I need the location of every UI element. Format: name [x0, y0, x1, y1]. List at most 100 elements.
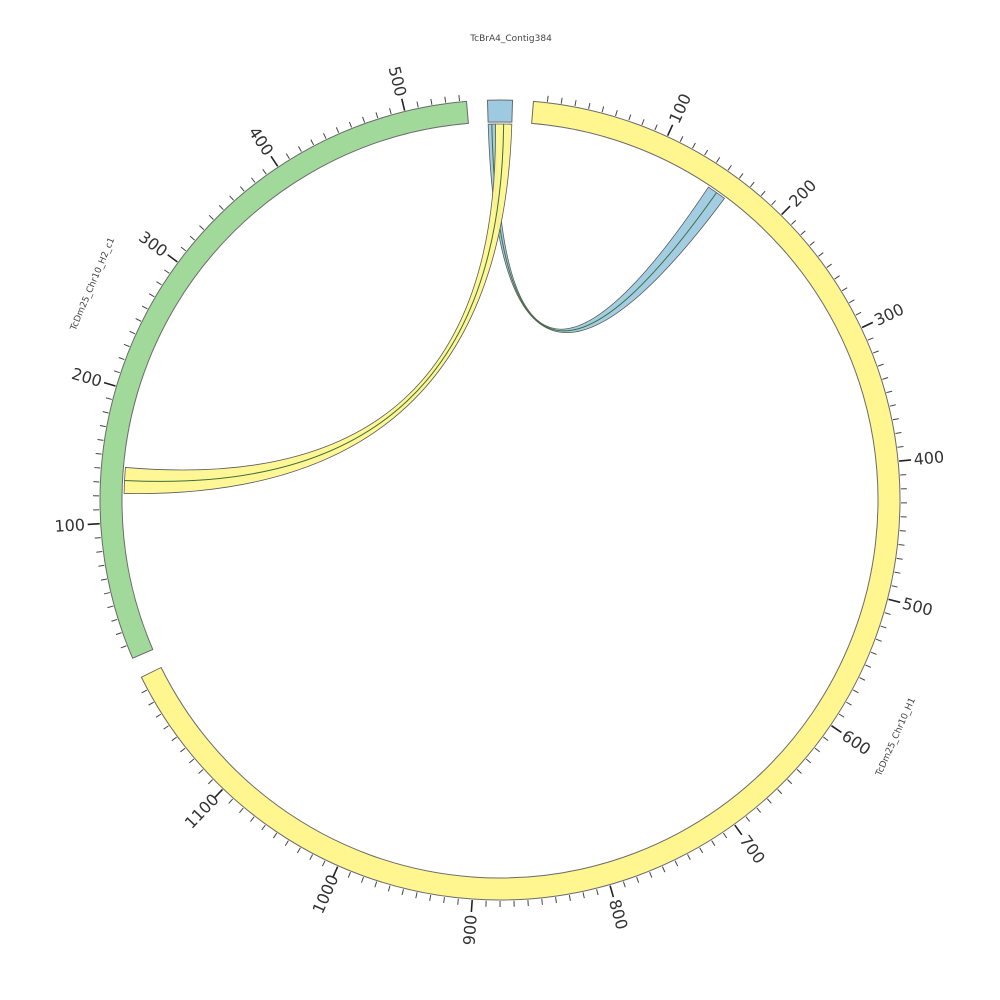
- tick-minor: [738, 173, 744, 179]
- tick-minor: [94, 537, 101, 539]
- tick-major: [666, 124, 674, 137]
- tick-minor: [674, 860, 679, 867]
- tick-minor: [692, 142, 696, 149]
- tick-label: 200: [785, 176, 820, 211]
- tick-minor: [800, 230, 806, 236]
- tick-minor: [323, 133, 327, 139]
- tick-label: 800: [605, 897, 632, 932]
- tick-minor: [796, 769, 802, 774]
- tick-minor: [180, 747, 186, 753]
- tick-minor: [838, 713, 845, 718]
- tick-minor: [687, 854, 691, 860]
- tick-label: 500: [385, 64, 411, 98]
- tick-label: 900: [460, 914, 481, 946]
- tick-minor: [208, 214, 214, 220]
- tick-minor: [601, 106, 605, 113]
- tick-minor: [760, 190, 766, 197]
- segment-label-chr10-h1: TcDm25_Chr10_H1: [874, 696, 918, 778]
- tick-minor: [809, 241, 815, 246]
- tick-minor: [588, 102, 591, 110]
- tick-minor: [389, 108, 392, 115]
- tick-minor: [430, 98, 433, 105]
- tick-minor: [284, 840, 289, 846]
- segment-tcdm25-chr10-h2-c1: [99, 100, 469, 659]
- tick-minor: [711, 840, 716, 846]
- tick-minor: [555, 897, 557, 904]
- tick-minor: [111, 618, 118, 622]
- tick-minor: [401, 889, 404, 896]
- tick-minor: [848, 299, 855, 304]
- tick-minor: [886, 390, 893, 394]
- tick-minor: [262, 169, 267, 175]
- tick-major: [861, 321, 874, 329]
- segment-label-chr10-h2-c1: TcDm25_Chr10_H2_c1: [69, 236, 118, 333]
- tick-label: 700: [736, 831, 769, 867]
- tick-minor: [541, 898, 543, 905]
- tick-minor: [310, 139, 315, 146]
- tick-minor: [261, 824, 266, 831]
- tick-minor: [895, 431, 902, 434]
- tick-minor: [429, 894, 432, 901]
- tick-minor: [574, 100, 577, 107]
- tick-minor: [387, 885, 391, 892]
- tick-major: [781, 205, 791, 216]
- tick-minor: [348, 121, 353, 128]
- tick-minor: [251, 177, 256, 183]
- tick-minor: [362, 116, 366, 123]
- tick-minor: [892, 418, 899, 421]
- tick-minor: [239, 807, 244, 813]
- tick-minor: [198, 769, 204, 774]
- tick-minor: [884, 612, 891, 615]
- tick-minor: [102, 411, 109, 414]
- tick-minor: [148, 293, 155, 298]
- tick-minor: [870, 651, 877, 655]
- tick-minor: [880, 625, 887, 629]
- tick-minor: [115, 632, 122, 636]
- tick-minor: [416, 101, 419, 108]
- tick-minor: [897, 445, 904, 448]
- tick-minor: [171, 736, 177, 742]
- tick-minor: [107, 605, 114, 609]
- tick-minor: [100, 578, 107, 581]
- tick-minor: [628, 114, 632, 121]
- tick-label: 100: [54, 515, 86, 536]
- tick-minor: [766, 798, 772, 804]
- tick-minor: [771, 200, 776, 206]
- tick-minor: [898, 544, 905, 546]
- tick-minor: [846, 701, 852, 706]
- tick-minor: [229, 195, 234, 201]
- tick-minor: [546, 95, 549, 102]
- link-1: [123, 123, 513, 494]
- tick-minor: [103, 592, 110, 595]
- tick-major: [470, 899, 474, 913]
- tick-minor: [872, 350, 879, 354]
- tick-minor: [649, 871, 653, 878]
- tick-minor: [826, 263, 832, 268]
- tick-label: 300: [871, 299, 907, 329]
- tick-minor: [568, 894, 571, 901]
- tick-minor: [164, 269, 170, 274]
- tick-major: [167, 254, 178, 263]
- tick-minor: [188, 758, 195, 764]
- tick-minor: [661, 866, 666, 873]
- link-0: [487, 123, 726, 334]
- tick-minor: [156, 281, 162, 286]
- tick-major: [609, 885, 615, 898]
- tick-minor: [727, 164, 732, 171]
- tick-major: [213, 788, 224, 799]
- tick-minor: [777, 789, 783, 795]
- tick-minor: [582, 892, 585, 899]
- tick-minor: [560, 97, 563, 104]
- tick-minor: [859, 677, 866, 681]
- tick-minor: [855, 311, 862, 316]
- tick-major: [831, 725, 842, 734]
- segment-label-contig384: TcBrA4_Contig384: [469, 34, 552, 44]
- tick-minor: [180, 246, 187, 252]
- tick-major: [332, 866, 339, 878]
- tick-minor: [228, 798, 234, 804]
- tick-minor: [135, 318, 142, 322]
- tick-minor: [375, 112, 379, 119]
- link-centerline-1: [124, 124, 505, 482]
- tick-minor: [818, 252, 824, 257]
